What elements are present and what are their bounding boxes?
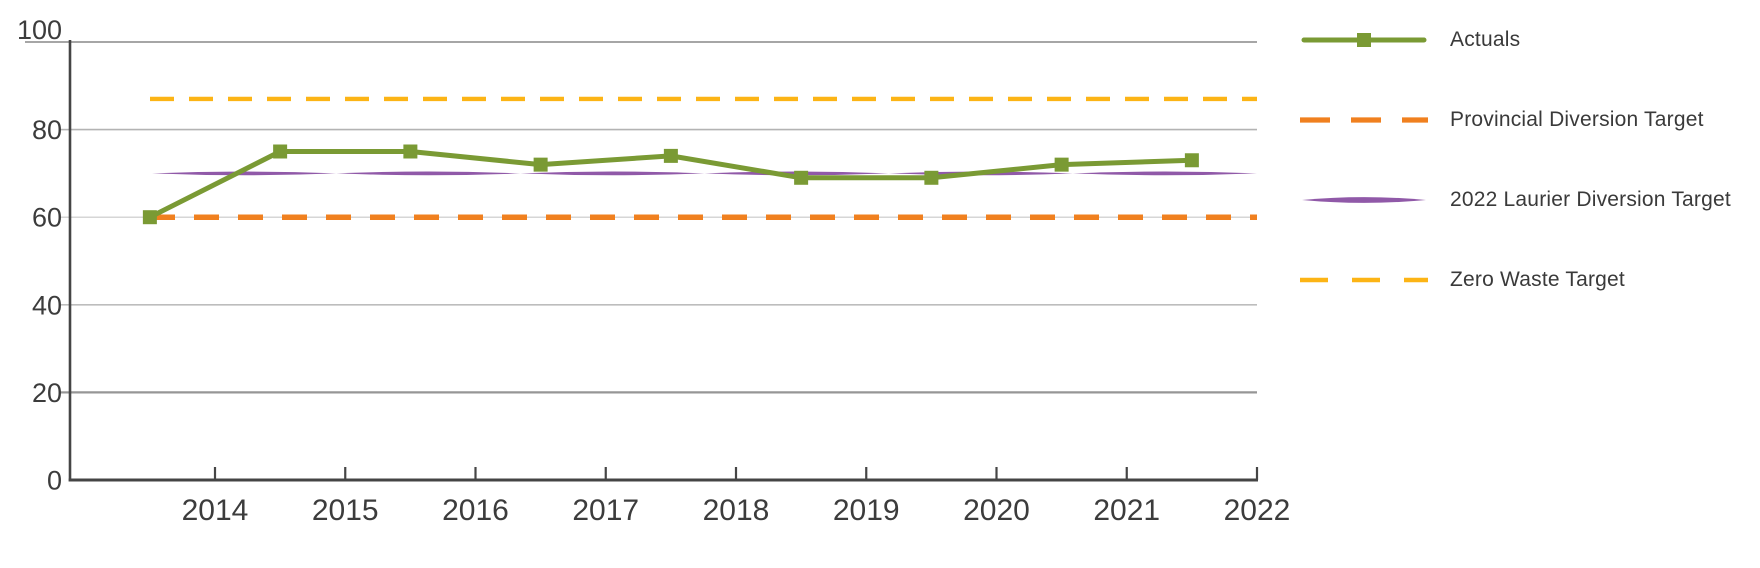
legend-label-zero-waste-target: Zero Waste Target [1450,268,1625,291]
x-tick-label-2016: 2016 [442,494,509,527]
target-lines [150,96,1257,220]
x-tick-label-2018: 2018 [703,494,770,527]
actuals-marker-4 [663,148,678,163]
actuals-marker-6 [924,170,939,185]
actuals-marker-7 [1054,157,1069,172]
y-tick-label-40: 40 [32,290,62,320]
x-tick-label-2015: 2015 [312,494,379,527]
provincial-target-dash-sample-icon [1300,117,1428,123]
x-tick-label-2020: 2020 [963,494,1030,527]
x-tick-label-2014: 2014 [182,494,249,527]
actuals-marker-5 [794,170,809,185]
y-tick-label-60: 60 [32,203,62,233]
actuals-series [142,144,1199,225]
zero-waste-target-dash-sample-icon [1300,277,1428,283]
chart-legend: Actuals Provincial Diversion Target 2022… [1300,0,1731,320]
y-tick-label-0: 0 [47,466,62,496]
x-tick-label-2021: 2021 [1093,494,1160,527]
target-line-laurier-segment [152,171,337,176]
legend-item-actuals: Actuals [1300,0,1731,80]
legend-label-provincial-diversion-target: Provincial Diversion Target [1450,108,1704,131]
legend-sample-taper [1302,197,1426,203]
legend-label-actuals: Actuals [1450,28,1521,51]
x-tick-label-2022: 2022 [1224,494,1291,527]
actuals-line-sample-icon [1301,33,1427,47]
legend-label-laurier-diversion-target: 2022 Laurier Diversion Target [1450,188,1731,211]
y-tick-label-80: 80 [32,115,62,145]
y-tick-label-100: 100 [17,15,62,45]
x-tick-label-2017: 2017 [572,494,639,527]
axes: 2014 2015 2016 2017 2018 2019 2020 2021 2022 0 20 4… [17,15,1290,527]
y-tick-label-20: 20 [32,378,62,408]
actuals-marker-3 [533,157,548,172]
actuals-marker-2 [403,144,418,159]
laurier-target-line-sample-icon [1302,197,1426,203]
actuals-marker-0 [142,210,157,225]
target-line-laurier-segment [520,171,705,176]
actuals-marker-1 [273,144,288,159]
legend-item-zero-waste-target: Zero Waste Target [1300,240,1731,320]
y-gridlines [25,41,1257,394]
target-line-laurier-segment [1072,171,1257,176]
legend-item-laurier-diversion-target: 2022 Laurier Diversion Target [1300,160,1731,240]
legend-sample-marker [1357,33,1371,47]
actuals-marker-8 [1184,153,1199,168]
x-tick-label-2019: 2019 [833,494,900,527]
target-line-laurier-segment [336,171,521,176]
legend-item-provincial-diversion-target: Provincial Diversion Target [1300,80,1731,160]
